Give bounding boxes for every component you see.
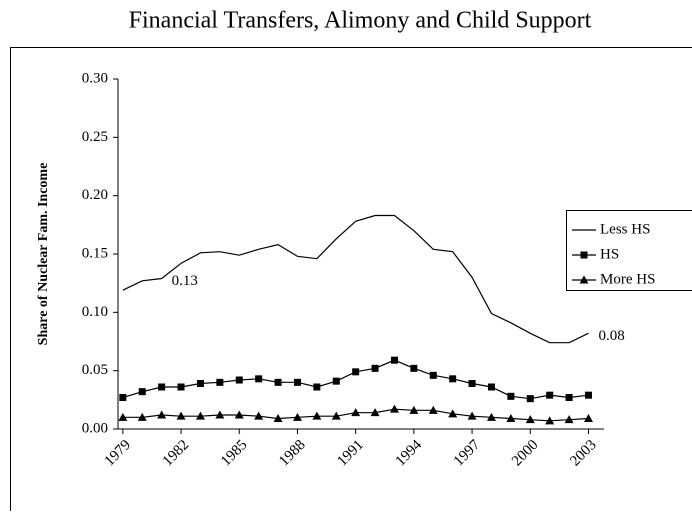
annotation: 0.13 <box>172 273 198 289</box>
legend-label: HS <box>600 246 619 262</box>
legend-label: Less HS <box>600 221 650 237</box>
point <box>352 368 359 375</box>
point <box>372 365 379 372</box>
point <box>313 384 320 391</box>
point <box>158 384 165 391</box>
point <box>584 414 593 422</box>
point <box>488 384 495 391</box>
point <box>275 379 282 386</box>
point <box>255 375 262 382</box>
legend-marker <box>581 252 588 259</box>
y-tick-label: 0.10 <box>82 304 108 320</box>
x-tick-label: 2000 <box>509 437 542 470</box>
point <box>410 365 417 372</box>
point <box>333 378 340 385</box>
x-tick-label: 2003 <box>567 437 600 470</box>
y-tick-label: 0.30 <box>82 70 108 86</box>
y-tick-label: 0.00 <box>82 420 108 436</box>
point <box>197 380 204 387</box>
y-axis-label: Share of Nuclear Fam. Income <box>36 163 51 346</box>
y-tick-label: 0.25 <box>82 129 108 145</box>
point <box>139 388 146 395</box>
point <box>469 380 476 387</box>
x-tick-label: 1991 <box>334 437 367 470</box>
point <box>390 405 399 413</box>
point <box>294 379 301 386</box>
point <box>119 394 126 401</box>
point <box>566 394 573 401</box>
point <box>527 395 534 402</box>
point <box>585 392 592 399</box>
point <box>236 377 243 384</box>
point <box>430 372 437 379</box>
x-tick-label: 1988 <box>276 437 309 470</box>
chart-title: Financial Transfers, Alimony and Child S… <box>129 8 592 34</box>
y-tick-label: 0.15 <box>82 245 108 261</box>
point <box>178 384 185 391</box>
point <box>546 392 553 399</box>
x-tick-label: 1982 <box>160 437 193 470</box>
point <box>216 379 223 386</box>
point <box>391 357 398 364</box>
x-tick-label: 1979 <box>102 437 135 470</box>
x-tick-label: 1997 <box>451 437 484 470</box>
series-line <box>123 360 589 399</box>
x-tick-label: 1994 <box>393 437 426 470</box>
annotation: 0.08 <box>598 328 624 344</box>
y-tick-label: 0.05 <box>82 362 108 378</box>
y-tick-label: 0.20 <box>82 187 108 203</box>
point <box>449 375 456 382</box>
point <box>157 411 166 419</box>
legend-label: More HS <box>600 271 655 287</box>
point <box>507 393 514 400</box>
x-tick-label: 1985 <box>218 437 251 470</box>
